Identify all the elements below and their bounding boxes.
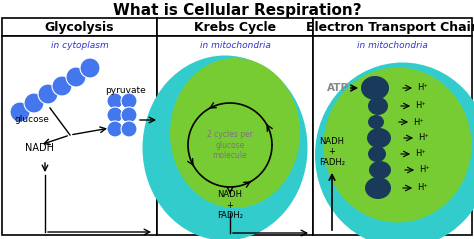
Circle shape bbox=[24, 93, 44, 113]
Circle shape bbox=[121, 107, 137, 123]
Text: NADH: NADH bbox=[25, 143, 54, 153]
Ellipse shape bbox=[368, 115, 384, 129]
Text: in cytoplasm: in cytoplasm bbox=[51, 40, 109, 49]
Text: Electron Transport Chain: Electron Transport Chain bbox=[306, 21, 474, 33]
Text: Krebs Cycle: Krebs Cycle bbox=[194, 21, 276, 33]
Circle shape bbox=[80, 58, 100, 78]
Circle shape bbox=[121, 121, 137, 137]
Text: H⁺: H⁺ bbox=[415, 102, 426, 110]
Ellipse shape bbox=[361, 76, 389, 100]
Text: H⁺: H⁺ bbox=[419, 165, 430, 174]
Text: 2 cycles per
glucose
molecule: 2 cycles per glucose molecule bbox=[207, 130, 253, 160]
Text: NADH
+
FADH₂: NADH + FADH₂ bbox=[319, 137, 345, 167]
Ellipse shape bbox=[315, 63, 474, 239]
Ellipse shape bbox=[365, 177, 391, 199]
Text: H⁺: H⁺ bbox=[417, 83, 428, 92]
Circle shape bbox=[121, 93, 137, 109]
Ellipse shape bbox=[367, 128, 391, 148]
Text: in mitochondria: in mitochondria bbox=[200, 40, 271, 49]
Bar bbox=[2, 36, 157, 235]
Text: H⁺: H⁺ bbox=[415, 150, 426, 158]
Ellipse shape bbox=[323, 67, 472, 223]
Circle shape bbox=[107, 93, 123, 109]
Ellipse shape bbox=[369, 161, 391, 179]
Circle shape bbox=[107, 121, 123, 137]
Ellipse shape bbox=[170, 58, 300, 208]
Text: H⁺: H⁺ bbox=[418, 134, 429, 142]
Text: pyruvate: pyruvate bbox=[105, 86, 146, 95]
Text: NADH
+
FADH₂: NADH + FADH₂ bbox=[217, 190, 243, 220]
Ellipse shape bbox=[368, 146, 386, 162]
Bar bbox=[2, 18, 157, 36]
Text: H⁺: H⁺ bbox=[413, 118, 424, 126]
Text: Glycolysis: Glycolysis bbox=[45, 21, 114, 33]
Text: H⁺: H⁺ bbox=[417, 184, 428, 192]
Circle shape bbox=[10, 102, 30, 122]
Text: glucose: glucose bbox=[15, 115, 50, 124]
Ellipse shape bbox=[368, 97, 388, 115]
Text: What is Cellular Respiration?: What is Cellular Respiration? bbox=[113, 2, 361, 17]
Circle shape bbox=[52, 76, 72, 96]
Circle shape bbox=[107, 107, 123, 123]
Ellipse shape bbox=[143, 55, 308, 239]
Bar bbox=[157, 36, 313, 235]
Circle shape bbox=[66, 67, 86, 87]
Text: ATP: ATP bbox=[327, 83, 349, 93]
Circle shape bbox=[38, 84, 58, 104]
Text: in mitochondria: in mitochondria bbox=[357, 40, 428, 49]
Bar bbox=[157, 18, 313, 36]
Bar bbox=[313, 36, 472, 235]
Bar bbox=[313, 18, 472, 36]
